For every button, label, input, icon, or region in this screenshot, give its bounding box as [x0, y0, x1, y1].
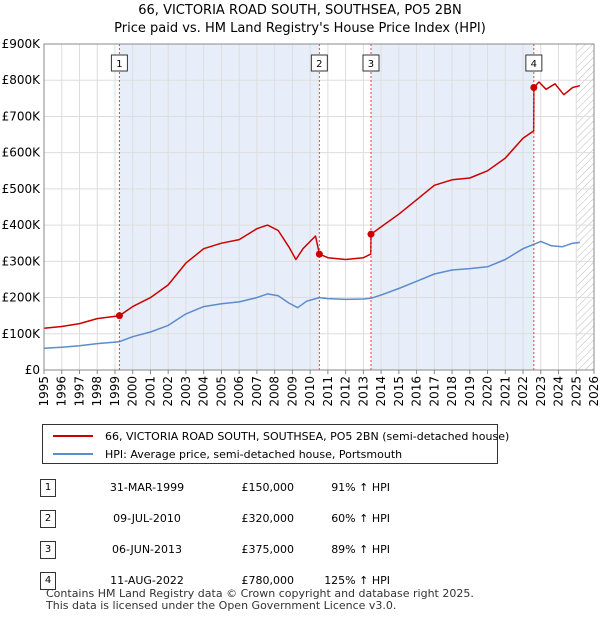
- forecast-hatch: [576, 44, 594, 370]
- x-tick-label: 2021: [498, 376, 512, 407]
- sale-hpi-change: 60% ↑ HPI: [331, 512, 390, 525]
- x-tick-label: 2025: [569, 376, 583, 407]
- x-tick-label: 1996: [55, 376, 69, 407]
- sale-number-label: 4: [531, 59, 537, 70]
- legend-swatch-hpi: [53, 453, 93, 455]
- sale-date: 11-AUG-2022: [110, 574, 184, 587]
- x-tick-label: 2009: [285, 376, 299, 407]
- sale-number-badge: 4: [40, 571, 56, 590]
- sale-number-label: 2: [316, 59, 322, 70]
- sale-number-badge: 1: [40, 478, 56, 497]
- y-tick-label: £500K: [2, 182, 42, 196]
- sale-price: £320,000: [241, 512, 295, 525]
- sale-point: [315, 250, 323, 258]
- sale-number-badge: 3: [40, 540, 56, 559]
- sale-hpi-change: 125% ↑ HPI: [324, 574, 390, 587]
- sale-point: [115, 312, 123, 320]
- legend-item-hpi: HPI: Average price, semi-detached house,…: [53, 445, 402, 463]
- sale-hpi-change: 89% ↑ HPI: [331, 543, 390, 556]
- sale-number-box: [362, 54, 380, 72]
- y-tick-label: £200K: [2, 291, 42, 305]
- x-tick-label: 1998: [90, 376, 104, 407]
- x-tick-label: 2026: [587, 376, 600, 407]
- shaded-period-1: [119, 44, 320, 370]
- sale-number-label: 3: [368, 59, 374, 70]
- x-tick-label: 2022: [516, 376, 530, 407]
- y-tick-label: £900K: [2, 37, 42, 51]
- x-tick-label: 2023: [534, 376, 548, 407]
- x-tick-label: 2019: [463, 376, 477, 407]
- property-series-line: [43, 81, 580, 330]
- x-tick-label: 2008: [268, 376, 282, 407]
- x-tick-label: 1995: [37, 376, 51, 407]
- sale-number-cell: 2: [40, 503, 88, 534]
- sale-hpi-change: 91% ↑ HPI: [331, 481, 390, 494]
- x-tick-label: 2002: [161, 376, 175, 407]
- x-tick-label: 1997: [72, 376, 86, 407]
- sales-table: 1 31-MAR-1999 £150,000 91% ↑ HPI 2 09-JUL-201…: [40, 472, 390, 596]
- sale-price: £150,000: [241, 481, 295, 494]
- chart-subtitle: Price paid vs. HM Land Registry's House …: [114, 21, 486, 36]
- y-tick-label: £700K: [2, 109, 42, 123]
- y-tick-label: £300K: [2, 254, 42, 268]
- x-tick-label: 2000: [126, 376, 140, 407]
- x-tick-label: 2004: [197, 376, 211, 407]
- sale-number-box: [525, 54, 543, 72]
- y-tick-label: £100K: [2, 327, 42, 341]
- sale-number-cell: 3: [40, 534, 88, 565]
- y-tick-label: £400K: [2, 218, 42, 232]
- sale-point: [530, 83, 538, 91]
- y-tick-label: £0: [25, 363, 40, 377]
- x-tick-label: 2012: [339, 376, 353, 407]
- x-tick-label: 2013: [356, 376, 370, 407]
- x-tick-label: 2018: [445, 376, 459, 407]
- legend-label-hpi: HPI: Average price, semi-detached house,…: [105, 447, 403, 461]
- hpi-series-line: [43, 240, 580, 350]
- x-tick-label: 2015: [392, 376, 406, 407]
- footer-licence: This data is licensed under the Open Gov…: [46, 599, 397, 612]
- x-tick-label: 2016: [410, 376, 424, 407]
- sale-point: [367, 230, 375, 238]
- sale-number-cell: 4: [40, 565, 88, 596]
- sale-date: 31-MAR-1999: [109, 481, 185, 494]
- sale-price: £375,000: [241, 543, 295, 556]
- sale-row: 1 31-MAR-1999 £150,000 91% ↑ HPI: [40, 472, 390, 503]
- sale-number-label: 1: [116, 59, 122, 70]
- sale-number-cell: 1: [40, 472, 88, 503]
- sale-row: 3 06-JUN-2013 £375,000 89% ↑ HPI: [40, 534, 390, 565]
- x-tick-label: 2007: [250, 376, 264, 407]
- sale-row: 4 11-AUG-2022 £780,000 125% ↑ HPI: [40, 565, 390, 596]
- sale-number-box: [110, 54, 128, 72]
- chart-title: 66, VICTORIA ROAD SOUTH, SOUTHSEA, PO5 2…: [138, 3, 461, 18]
- x-tick-label: 2006: [232, 376, 246, 407]
- y-tick-label: £800K: [2, 73, 42, 87]
- x-tick-label: 2014: [374, 376, 388, 407]
- legend-item-property: 66, VICTORIA ROAD SOUTH, SOUTHSEA, PO5 2…: [53, 427, 509, 445]
- x-tick-label: 2017: [427, 376, 441, 407]
- sale-number-badge: 2: [40, 509, 56, 528]
- footer: Contains HM Land Registry data © Crown c…: [46, 588, 474, 612]
- x-tick-label: 1999: [108, 376, 122, 407]
- sale-number-box: [310, 54, 328, 72]
- legend-label-property: 66, VICTORIA ROAD SOUTH, SOUTHSEA, PO5 2…: [105, 429, 510, 443]
- x-tick-label: 2001: [143, 376, 157, 407]
- x-tick-label: 2010: [303, 376, 317, 407]
- x-tick-label: 2020: [481, 376, 495, 407]
- legend-swatch-property: [53, 435, 93, 437]
- sale-date: 09-JUL-2010: [113, 512, 181, 525]
- x-tick-label: 2011: [321, 376, 335, 407]
- price-chart: 66, VICTORIA ROAD SOUTH, SOUTHSEA, PO5 2…: [2, 3, 600, 407]
- legend: 66, VICTORIA ROAD SOUTH, SOUTHSEA, PO5 2…: [42, 424, 509, 464]
- plot-border: [43, 43, 595, 371]
- y-tick-label: £600K: [2, 146, 42, 160]
- sale-row: 2 09-JUL-2010 £320,000 60% ↑ HPI: [40, 503, 390, 534]
- footer-copyright: Contains HM Land Registry data © Crown c…: [46, 587, 474, 600]
- sale-date: 06-JUN-2013: [111, 543, 183, 556]
- x-tick-label: 2024: [552, 376, 566, 407]
- x-tick-label: 2003: [179, 376, 193, 407]
- sale-price: £780,000: [241, 574, 295, 587]
- x-tick-label: 2005: [214, 376, 228, 407]
